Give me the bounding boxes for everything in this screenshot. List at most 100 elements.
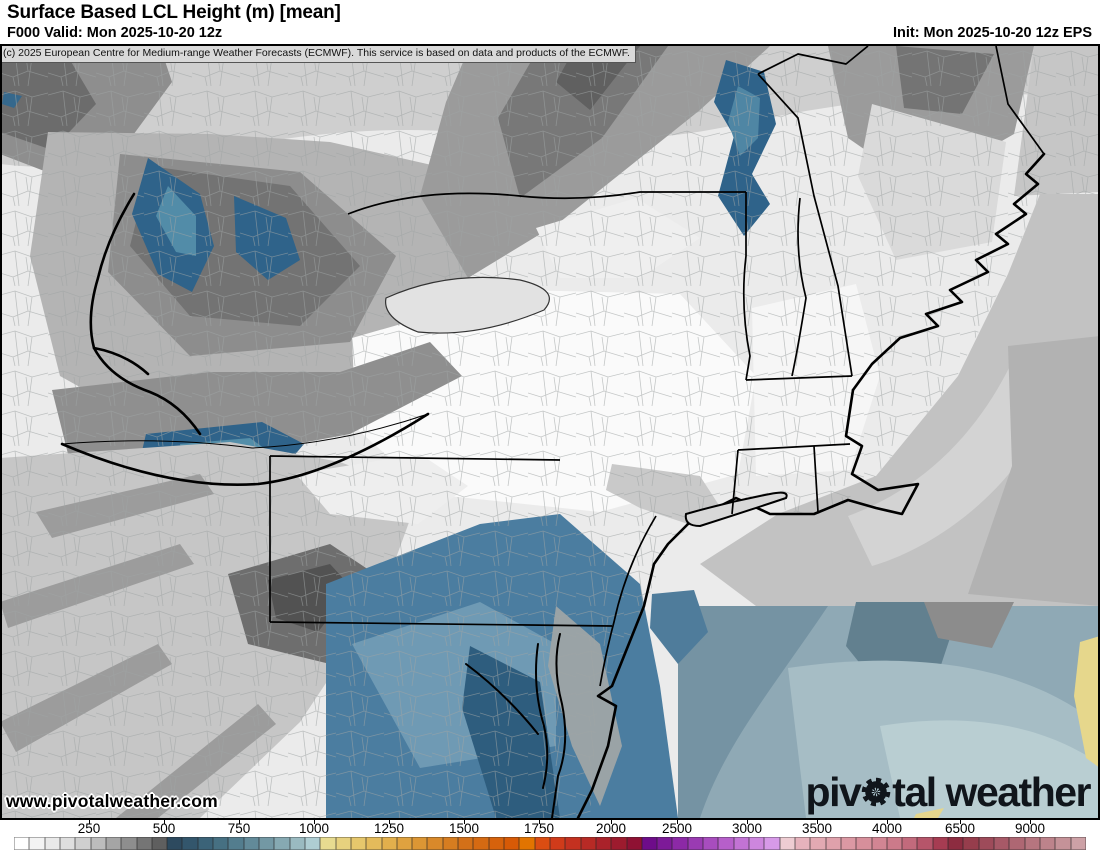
colorbar-cell bbox=[136, 837, 152, 850]
colorbar: 250 500 750 1000 1250 1500 1750 2000 2500 3000 350… bbox=[0, 820, 1100, 850]
colorbar-tick bbox=[464, 820, 465, 824]
colorbar-cell bbox=[886, 837, 903, 850]
colorbar-cell bbox=[396, 837, 413, 850]
colorbar-cell bbox=[779, 837, 795, 850]
colorbar-tick bbox=[539, 820, 540, 824]
colorbar-cell bbox=[672, 837, 688, 850]
colorbar-cells bbox=[14, 837, 1086, 850]
valid-time-label: F000 Valid: Mon 2025-10-20 12z bbox=[7, 25, 223, 41]
colorbar-cell bbox=[304, 837, 321, 850]
colorbar-cell bbox=[840, 837, 857, 850]
colorbar-tick bbox=[677, 820, 678, 824]
colorbar-cell bbox=[442, 837, 459, 850]
colorbar-label: 1750 bbox=[523, 821, 555, 836]
colorbar-cell bbox=[902, 837, 918, 850]
gear-icon bbox=[861, 777, 892, 807]
colorbar-label: 500 bbox=[152, 821, 176, 836]
colorbar-tick bbox=[817, 820, 818, 824]
colorbar-cell bbox=[366, 837, 382, 850]
colorbar-cell bbox=[764, 837, 780, 850]
colorbar-cell bbox=[856, 837, 872, 850]
colorbar-cell bbox=[14, 837, 30, 850]
colorbar-tick bbox=[389, 820, 390, 824]
colorbar-cell bbox=[274, 837, 290, 850]
colorbar-tick bbox=[747, 820, 748, 824]
colorbar-cell bbox=[167, 837, 183, 850]
colorbar-cell bbox=[749, 837, 765, 850]
colorbar-label: 1000 bbox=[298, 821, 330, 836]
coastlines bbox=[60, 152, 1046, 818]
colorbar-cell bbox=[59, 837, 76, 850]
state-borders bbox=[269, 46, 1045, 687]
colorbar-label: 1500 bbox=[448, 821, 480, 836]
erie-north-shore bbox=[61, 413, 429, 449]
colorbar-cell bbox=[718, 837, 734, 850]
colorbar-label: 9000 bbox=[1014, 821, 1046, 836]
colorbar-label: 2000 bbox=[595, 821, 627, 836]
colorbar-cell bbox=[320, 837, 336, 850]
colorbar-cell bbox=[121, 837, 137, 850]
colorbar-cell bbox=[565, 837, 581, 850]
colorbar-cell bbox=[1070, 837, 1086, 850]
colorbar-cell bbox=[151, 837, 168, 850]
lcl-contour-map bbox=[0, 46, 1100, 818]
colorbar-tick bbox=[314, 820, 315, 824]
logo-text-piv: piv bbox=[805, 769, 862, 815]
map-area: (c) 2025 European Centre for Medium-rang… bbox=[0, 44, 1100, 820]
colorbar-tick bbox=[611, 820, 612, 824]
colorbar-cell bbox=[611, 837, 627, 850]
colorbar-cell bbox=[948, 837, 964, 850]
colorbar-cell bbox=[810, 837, 826, 850]
colorbar-cell bbox=[488, 837, 504, 850]
page-title: Surface Based LCL Height (m) [mean] bbox=[7, 2, 341, 23]
colorbar-cell bbox=[90, 837, 106, 850]
colorbar-cell bbox=[963, 837, 979, 850]
colorbar-tick bbox=[89, 820, 90, 824]
colorbar-cell bbox=[381, 837, 397, 850]
colorbar-cell bbox=[458, 837, 474, 850]
colorbar-cell bbox=[335, 837, 351, 850]
colorbar-cell bbox=[412, 837, 428, 850]
long-island bbox=[684, 491, 788, 528]
colorbar-label: 1250 bbox=[373, 821, 405, 836]
colorbar-cell bbox=[595, 837, 612, 850]
colorbar-cell bbox=[534, 837, 550, 850]
colorbar-cell bbox=[794, 837, 811, 850]
logo-text-weather: weather bbox=[935, 769, 1092, 815]
nj-offshore-blue bbox=[650, 590, 708, 664]
colorbar-cell bbox=[427, 837, 443, 850]
colorbar-cell bbox=[350, 837, 367, 850]
colorbar-cell bbox=[473, 837, 489, 850]
colorbar-cell bbox=[549, 837, 566, 850]
colorbar-cell bbox=[626, 837, 642, 850]
colorbar-cell bbox=[44, 837, 60, 850]
colorbar-cell bbox=[1009, 837, 1025, 850]
colorbar-label: 3500 bbox=[801, 821, 833, 836]
colorbar-cell bbox=[687, 837, 704, 850]
colorbar-cell bbox=[871, 837, 887, 850]
colorbar-cell bbox=[259, 837, 275, 850]
colorbar-cell bbox=[519, 837, 535, 850]
watermark-url: www.pivotalweather.com bbox=[6, 791, 218, 811]
header: Surface Based LCL Height (m) [mean] F000… bbox=[0, 0, 1100, 44]
colorbar-cell bbox=[932, 837, 949, 850]
colorbar-cell bbox=[1055, 837, 1071, 850]
colorbar-cell bbox=[504, 837, 520, 850]
colorbar-cell bbox=[917, 837, 933, 850]
colorbar-tick bbox=[239, 820, 240, 824]
lake-ontario bbox=[385, 276, 550, 334]
colorbar-cell bbox=[641, 837, 658, 850]
khaki-patch bbox=[1074, 636, 1100, 768]
colorbar-cell bbox=[105, 837, 122, 850]
colorbar-cell bbox=[580, 837, 596, 850]
colorbar-label: 3000 bbox=[731, 821, 763, 836]
colorbar-cell bbox=[75, 837, 91, 850]
colorbar-cell bbox=[228, 837, 244, 850]
colorbar-cell bbox=[978, 837, 994, 850]
colorbar-cell bbox=[243, 837, 259, 850]
pivotal-weather-logo: piv tal weather bbox=[805, 769, 1092, 816]
colorbar-cell bbox=[29, 837, 45, 850]
colorbar-cell bbox=[197, 837, 214, 850]
colorbar-label: 4000 bbox=[871, 821, 903, 836]
